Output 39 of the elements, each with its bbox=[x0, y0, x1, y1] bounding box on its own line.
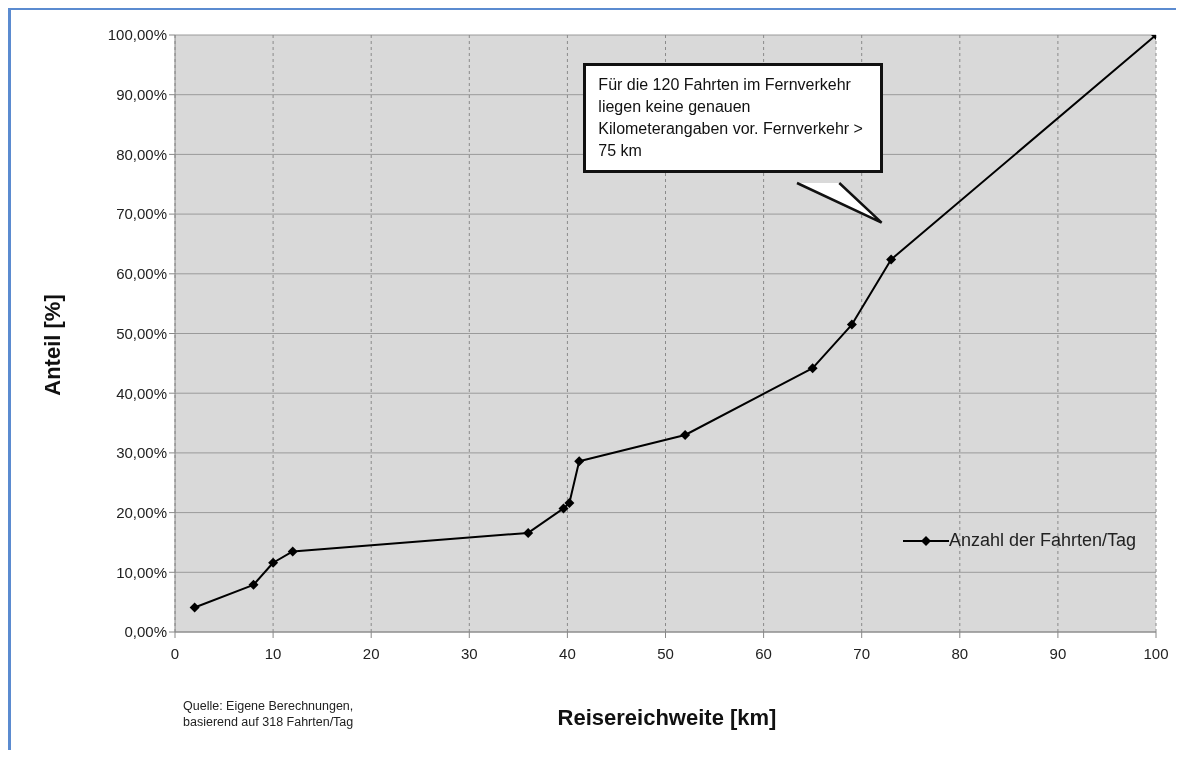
y-tick-label: 70,00% bbox=[116, 205, 167, 223]
x-tick-label: 70 bbox=[853, 644, 871, 662]
x-tick-label: 100 bbox=[1143, 644, 1169, 662]
y-tick-label: 90,00% bbox=[116, 86, 167, 104]
x-axis-title: Reisereichweite [km] bbox=[557, 705, 777, 731]
point bbox=[564, 498, 575, 509]
point bbox=[807, 363, 818, 374]
x-tick-label: 20 bbox=[362, 644, 380, 662]
source-note: Quelle: Eigene Berechnungen, basierend auf 318 Fahrten/Tag bbox=[183, 698, 355, 730]
annotation: Für die 120 Fahrten im Fernverkehr liegen keine genauen Kilometerangaben vor. Fernverkehr > 75 km bbox=[583, 62, 884, 173]
point bbox=[189, 602, 200, 613]
x-tick-label: 10 bbox=[264, 644, 282, 662]
point bbox=[886, 254, 897, 265]
x-tick-label: 40 bbox=[559, 644, 576, 662]
y-tick-label: 10,00% bbox=[116, 563, 167, 581]
point bbox=[680, 429, 691, 440]
y-tick-label: 100,00% bbox=[107, 26, 167, 44]
y-tick-label: 20,00% bbox=[116, 503, 167, 521]
point bbox=[248, 579, 259, 590]
y-tick-label: 60,00% bbox=[116, 265, 167, 283]
legend-label: Anzahl der Fahrten/Tag bbox=[948, 530, 1136, 551]
x-tick-label: 90 bbox=[1049, 644, 1067, 662]
y-tick-label: 50,00% bbox=[116, 324, 167, 342]
x-tick-label: 60 bbox=[755, 644, 772, 662]
x-tick-label: 50 bbox=[657, 644, 674, 662]
y-tick-label: 40,00% bbox=[116, 384, 167, 402]
x-tick-label: 80 bbox=[951, 644, 969, 662]
y-tick-label: 80,00% bbox=[116, 145, 167, 163]
point bbox=[558, 503, 569, 514]
y-tick-label: 0,00% bbox=[124, 623, 167, 641]
point bbox=[287, 546, 298, 557]
point bbox=[268, 557, 279, 568]
point bbox=[523, 527, 534, 538]
y-tick-label: 30,00% bbox=[116, 444, 167, 462]
point bbox=[846, 319, 857, 330]
y-axis-title: Anteil [%] bbox=[40, 294, 66, 396]
x-tick-label: 0 bbox=[170, 644, 180, 662]
x-tick-label: 30 bbox=[460, 644, 478, 662]
point bbox=[574, 456, 585, 467]
